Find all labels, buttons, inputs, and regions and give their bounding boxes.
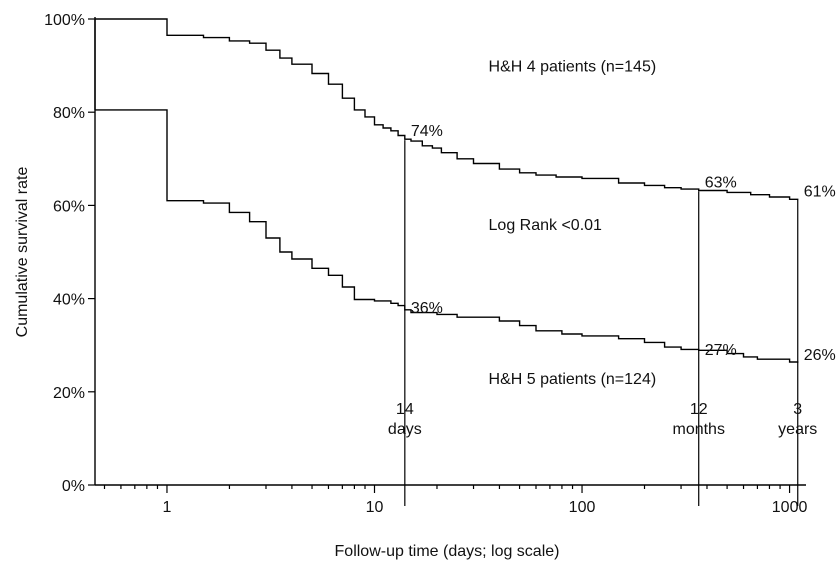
data-label: 27% — [705, 342, 737, 359]
series-group — [94, 18, 799, 363]
y-tick-label: 100% — [44, 12, 85, 29]
y-axis-title: Cumulative survival rate — [14, 167, 31, 338]
label-group: 74% 36% 63% 27% 61% 26% H&H 4 patients (n=145)… — [411, 59, 836, 388]
x-tick-label: 100 — [569, 499, 596, 516]
reference-label-bottom: days — [388, 421, 422, 438]
chart-annotation: H&H 4 patients (n=145) — [489, 59, 657, 76]
data-label: 36% — [411, 300, 443, 317]
y-tick-label: 20% — [53, 385, 85, 402]
data-label: 74% — [411, 123, 443, 140]
y-tick-label: 40% — [53, 292, 85, 309]
y-tick-label: 60% — [53, 198, 85, 215]
reference-label-bottom: years — [778, 421, 817, 438]
data-label: 26% — [804, 347, 836, 364]
reference-label-top: 14 — [396, 401, 414, 418]
data-label: 63% — [705, 174, 737, 191]
y-tick-label: 0% — [62, 478, 85, 495]
x-tick-label: 10 — [366, 499, 384, 516]
axes: 0% 20% 40% 60% 80% 100% 1 10 100 1000 — [44, 12, 807, 516]
data-label: 61% — [804, 184, 836, 201]
survival-curve-hh5 — [95, 109, 799, 363]
x-tick-label: 1000 — [772, 499, 808, 516]
chart-annotation: Log Rank <0.01 — [489, 217, 603, 234]
reference-label-bottom: months — [672, 421, 724, 438]
y-tick-label: 80% — [53, 105, 85, 122]
reference-label-top: 3 — [793, 401, 802, 418]
reference-label-top: 12 — [690, 401, 708, 418]
survival-curve-hh4 — [95, 18, 799, 201]
x-axis-title: Follow-up time (days; log scale) — [335, 543, 560, 560]
chart-annotation: H&H 5 patients (n=124) — [489, 371, 657, 388]
x-tick-label: 1 — [163, 499, 172, 516]
